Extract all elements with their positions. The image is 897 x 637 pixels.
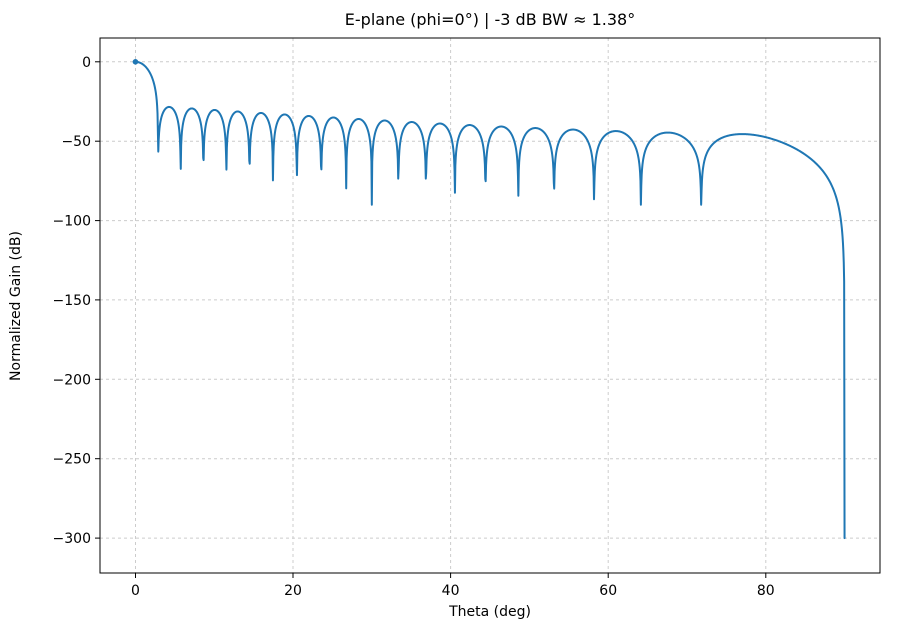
x-tick-label: 40 — [442, 583, 460, 599]
plot-border — [99, 37, 881, 574]
y-tick-label: 0 — [82, 55, 91, 71]
peak-marker — [132, 59, 139, 65]
grid-layer — [100, 38, 880, 573]
y-tick-label: −300 — [53, 531, 91, 547]
x-tick-label: 80 — [757, 583, 775, 599]
y-tick-label: −250 — [53, 452, 91, 468]
x-tick-label: 60 — [599, 583, 617, 599]
series-layer — [132, 59, 846, 540]
x-tick-label: 20 — [284, 583, 302, 599]
y-axis-label: Normalized Gain (dB) — [8, 231, 24, 381]
axes-layer: 0 20 40 60 80 0 −50 −100 −150 −200 −250 −300 — [53, 37, 881, 599]
y-tick-label: −100 — [53, 214, 91, 230]
x-axis-label: Theta (deg) — [448, 604, 531, 620]
y-tick-label: −150 — [53, 293, 91, 309]
y-tick-label: −50 — [61, 134, 91, 150]
gain-curve — [134, 60, 846, 540]
x-tick-label: 0 — [131, 583, 140, 599]
chart-title: E-plane (phi=0°) | -3 dB BW ≈ 1.38° — [345, 10, 635, 29]
y-tick-label: −200 — [53, 372, 91, 388]
